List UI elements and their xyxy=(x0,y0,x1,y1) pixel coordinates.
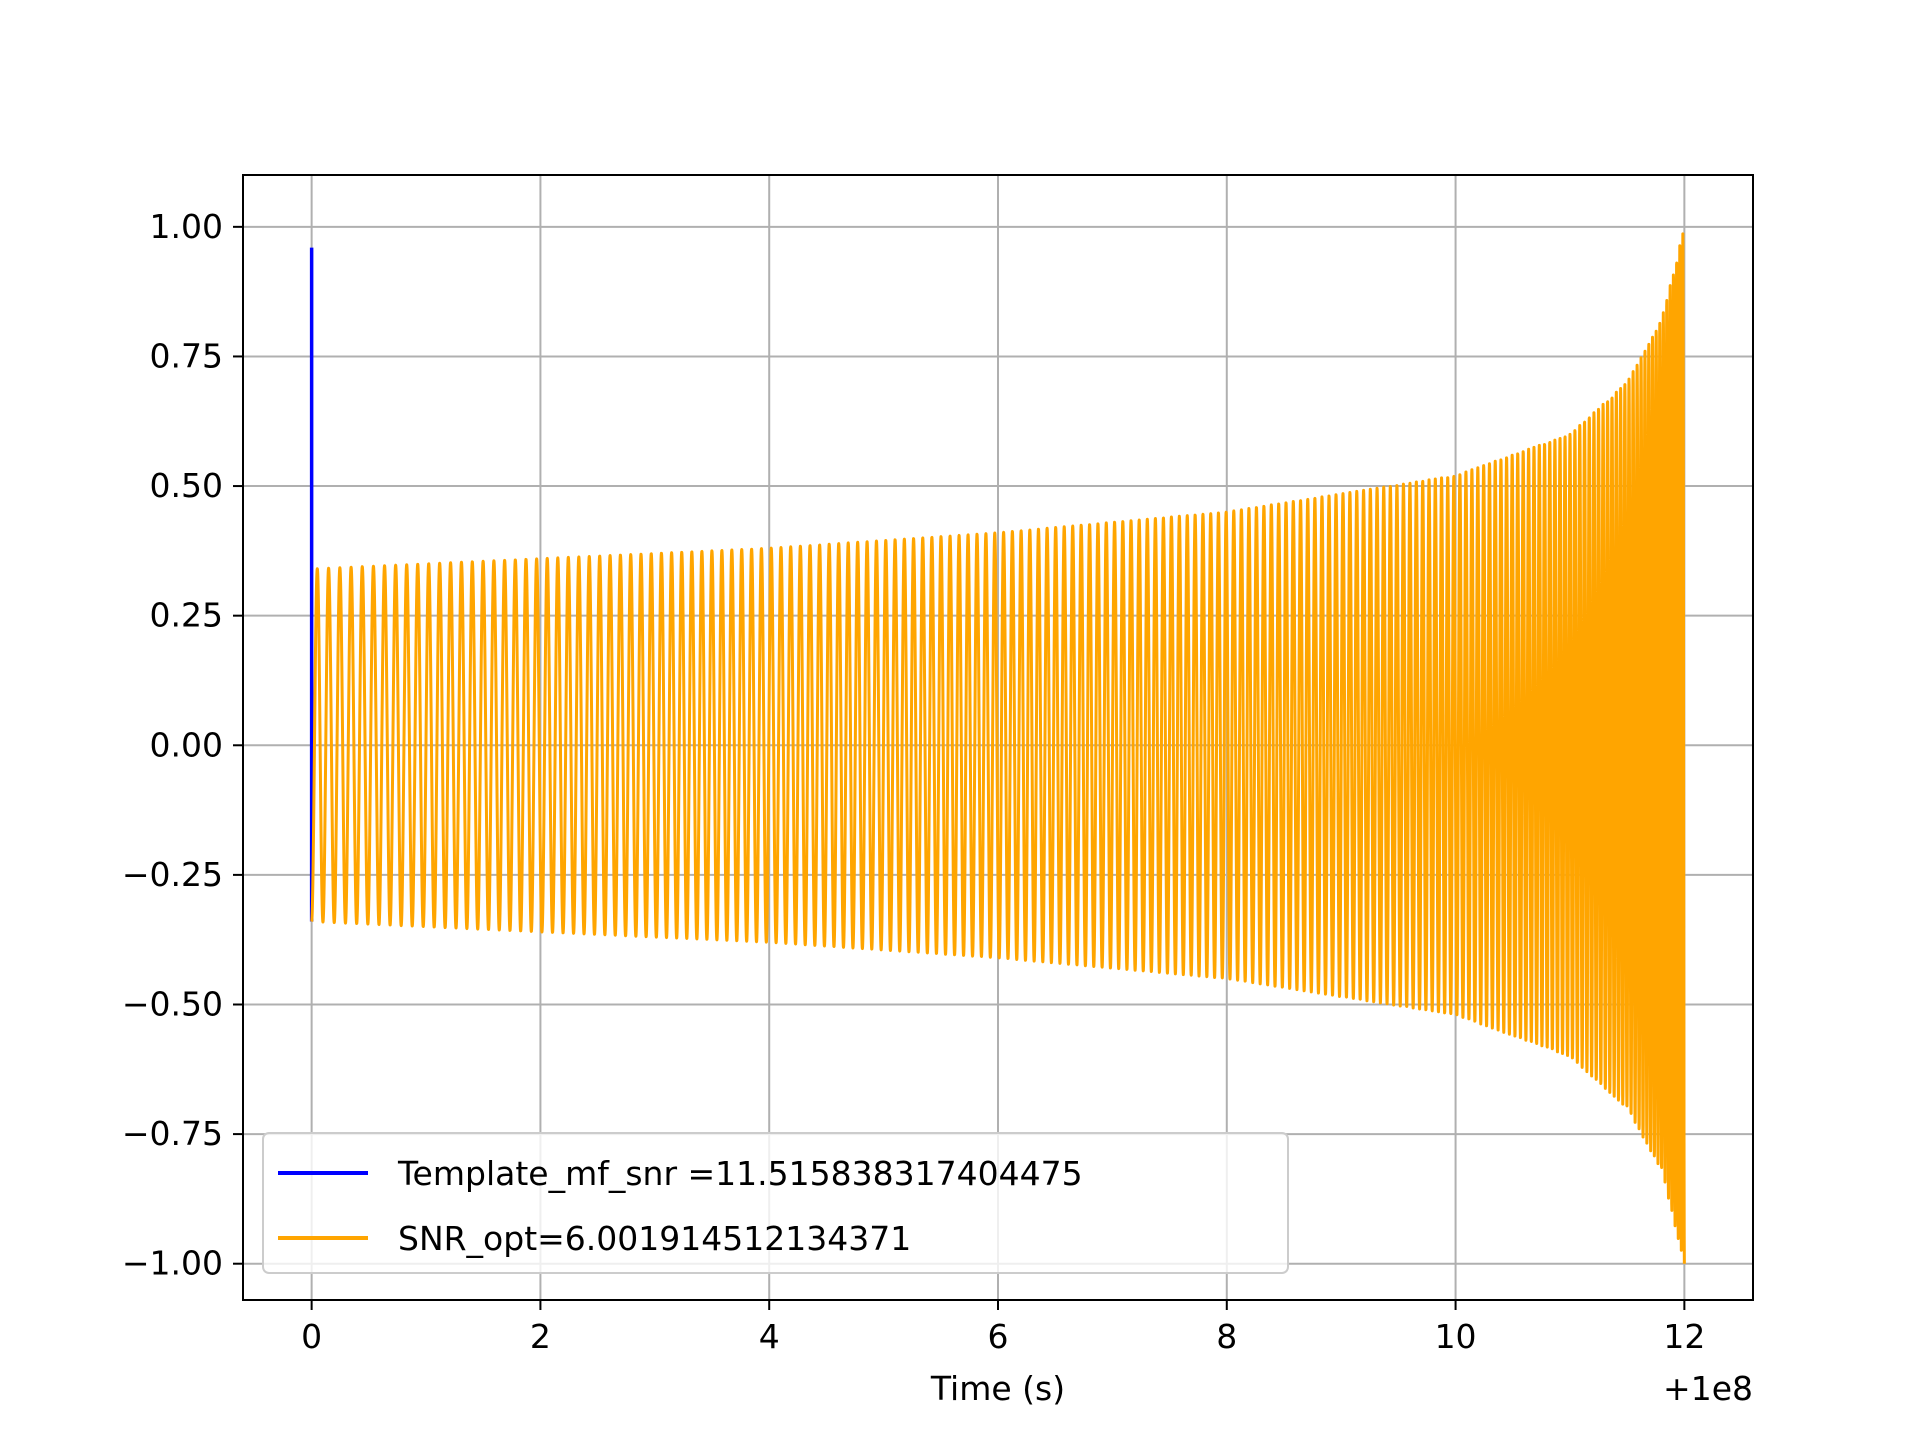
x-axis-label: Time (s) xyxy=(930,1369,1065,1408)
series-snr-opt-line xyxy=(310,232,1686,1264)
legend-box xyxy=(262,1132,1289,1274)
legend-label-template: Template_mf_snr =11.515838317404475 xyxy=(397,1154,1083,1193)
legend-label-snr-opt: SNR_opt=6.001914512134371 xyxy=(398,1219,911,1258)
y-tick-label: 0.00 xyxy=(150,725,223,764)
x-tick-label: 4 xyxy=(759,1317,780,1356)
y-tick-label: 1.00 xyxy=(150,207,223,246)
plot-area xyxy=(309,232,1686,1264)
x-tick-label: 8 xyxy=(1216,1317,1237,1356)
y-tick-label: −0.50 xyxy=(122,984,223,1023)
x-tick-label: 10 xyxy=(1435,1317,1477,1356)
y-tick-label: 0.25 xyxy=(150,596,223,635)
y-tick-label: −1.00 xyxy=(122,1244,223,1283)
x-tick-label: 2 xyxy=(530,1317,551,1356)
legend: Template_mf_snr =11.515838317404475 SNR_… xyxy=(262,1132,1289,1274)
x-offset-label: +1e8 xyxy=(1663,1369,1753,1408)
x-tick-label: 12 xyxy=(1663,1317,1705,1356)
axis-ticks: 0 2 4 6 8 10 12 1.00 0.75 0.50 0.25 0.00 −0.25 −0.50 −… xyxy=(122,207,1706,1356)
y-tick-label: −0.75 xyxy=(122,1114,223,1153)
y-tick-label: 0.50 xyxy=(150,466,223,505)
x-tick-label: 6 xyxy=(988,1317,1009,1356)
y-tick-label: 0.75 xyxy=(150,336,223,375)
y-tick-label: −0.25 xyxy=(122,855,223,894)
x-tick-label: 0 xyxy=(301,1317,322,1356)
